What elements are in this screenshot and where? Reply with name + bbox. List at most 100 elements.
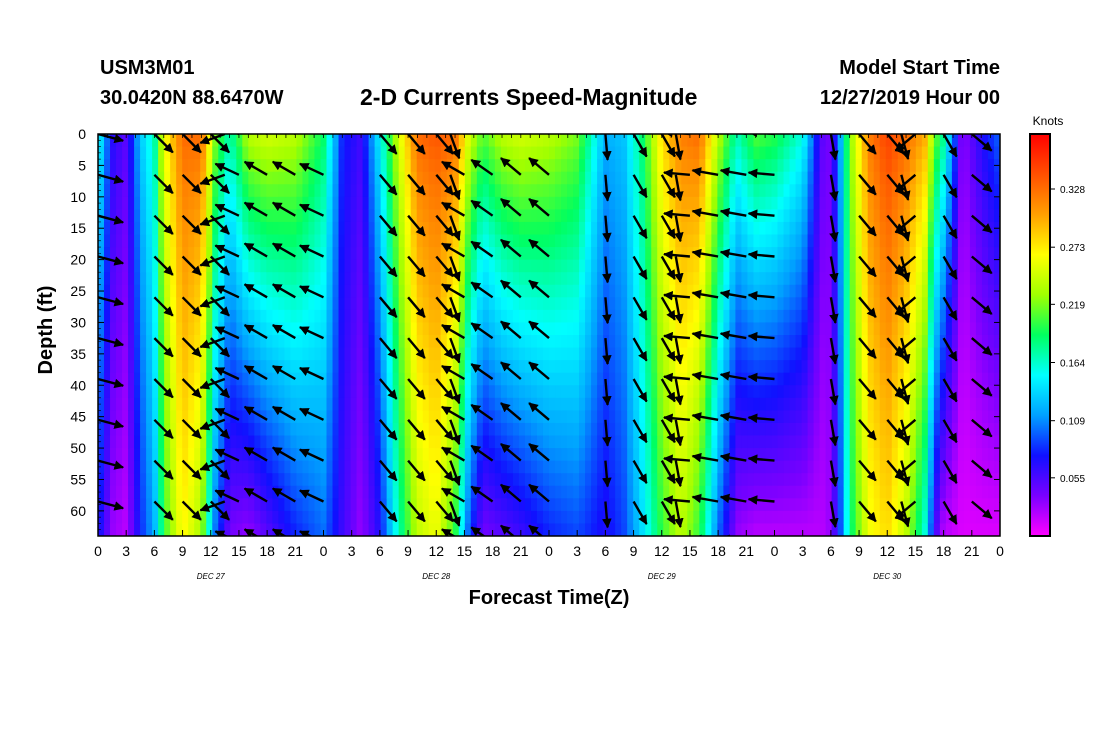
heatmap-cell (542, 347, 550, 361)
heatmap-cell (230, 510, 237, 525)
heatmap-cell (314, 159, 322, 173)
heatmap-cell (446, 435, 454, 449)
heatmap-cell (789, 247, 797, 261)
heatmap-cell (494, 448, 502, 462)
heatmap-cell (585, 272, 592, 286)
heatmap-cell (915, 485, 923, 499)
heatmap-cell (176, 498, 183, 512)
heatmap-cell (825, 159, 833, 173)
current-vector (153, 337, 174, 358)
heatmap-cell (542, 498, 550, 512)
heatmap-cell (687, 485, 694, 499)
heatmap-cell (470, 473, 478, 487)
heatmap-cell (609, 221, 616, 236)
current-vector (292, 134, 296, 136)
heatmap-cell (843, 259, 851, 273)
heatmap-cell (657, 247, 664, 261)
heatmap-cell (993, 272, 1000, 286)
heatmap-cell (404, 335, 412, 349)
heatmap-cell (975, 221, 983, 236)
heatmap-cell (518, 498, 526, 512)
heatmap-cell (927, 347, 935, 361)
heatmap-cell (783, 523, 791, 536)
heatmap-cell (735, 297, 743, 311)
heatmap-cell (651, 360, 658, 374)
heatmap-cell (482, 335, 490, 349)
heatmap-cell (735, 146, 743, 160)
heatmap-cell (326, 259, 334, 273)
heatmap-cell (434, 196, 442, 210)
heatmap-cell (939, 171, 947, 185)
heatmap-cell (813, 448, 821, 462)
heatmap-cell (597, 184, 604, 198)
heatmap-cell (416, 209, 424, 223)
heatmap-cell (212, 247, 219, 261)
heatmap-cell (873, 485, 881, 499)
heatmap-cell (825, 146, 833, 160)
heatmap-cell (567, 196, 574, 210)
heatmap-cell (849, 498, 857, 512)
heatmap-cell (675, 410, 682, 424)
heatmap-cell (849, 335, 857, 349)
heatmap-cell (308, 435, 316, 449)
heatmap-cell (651, 347, 658, 361)
heatmap-cell (885, 196, 893, 210)
heatmap-cell (236, 347, 243, 361)
heatmap-cell (170, 247, 177, 261)
heatmap-cell (987, 309, 995, 324)
heatmap-cell (128, 523, 135, 536)
heatmap-cell (633, 322, 640, 336)
heatmap-cell (500, 473, 508, 487)
current-vector (181, 418, 202, 440)
heatmap-cell (452, 410, 460, 424)
heatmap-cell (356, 397, 364, 411)
heatmap-cell (663, 171, 670, 185)
heatmap-cell (164, 247, 171, 261)
heatmap-cell (188, 272, 195, 286)
heatmap-cell (855, 322, 863, 336)
heatmap-cell (819, 498, 827, 512)
heatmap-cell (579, 485, 586, 499)
heatmap-cell (729, 397, 737, 411)
heatmap-cell (362, 385, 370, 399)
heatmap-cell (104, 360, 111, 374)
heatmap-cell (837, 498, 845, 512)
heatmap-cell (512, 159, 520, 173)
heatmap-cell (368, 523, 376, 536)
heatmap-cell (699, 209, 706, 223)
heatmap-cell (518, 523, 526, 536)
heatmap-cell (615, 347, 622, 361)
heatmap-cell (657, 259, 664, 273)
heatmap-cell (482, 498, 490, 512)
heatmap-cell (669, 171, 676, 185)
heatmap-cell (506, 435, 514, 449)
heatmap-cell (146, 335, 153, 349)
heatmap-cell (681, 335, 688, 349)
heatmap-cell (891, 448, 899, 462)
heatmap-cell (801, 498, 809, 512)
heatmap-cell (452, 485, 460, 499)
heatmap-cell (729, 234, 737, 248)
heatmap-cell (518, 297, 526, 311)
heatmap-cell (152, 397, 159, 411)
heatmap-cell (783, 485, 791, 499)
heatmap-cell (795, 523, 803, 536)
current-vector (528, 238, 550, 258)
heatmap-cell (729, 322, 737, 336)
current-vector (98, 377, 125, 389)
heatmap-cell (410, 422, 418, 437)
heatmap-cell (741, 498, 749, 512)
heatmap-cell (723, 159, 730, 173)
heatmap-cell (416, 284, 424, 298)
heatmap-cell (182, 309, 189, 324)
heatmap-cell (332, 435, 340, 449)
heatmap-cell (410, 473, 418, 487)
heatmap-cell (146, 435, 153, 449)
heatmap-cell (825, 247, 833, 261)
heatmap-cell (789, 347, 797, 361)
heatmap-cell (428, 460, 436, 474)
heatmap-cell (939, 159, 947, 173)
heatmap-cell (627, 435, 634, 449)
current-vector (299, 366, 325, 381)
heatmap-cell (110, 397, 117, 411)
